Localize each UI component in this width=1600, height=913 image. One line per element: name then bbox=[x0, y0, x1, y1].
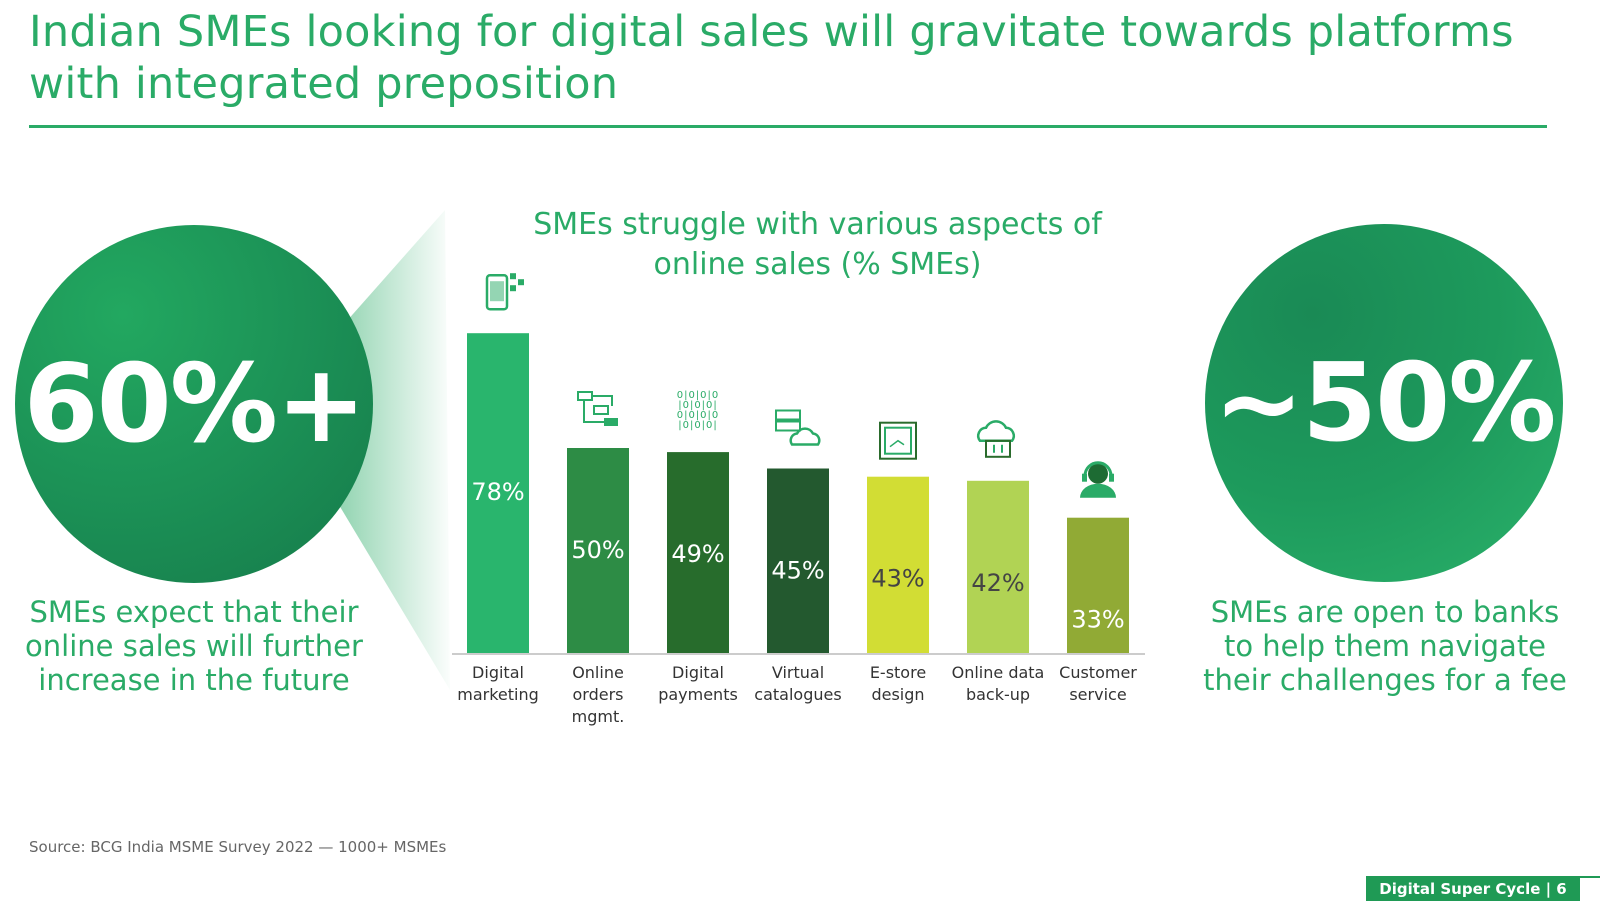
data-label-5: 43% bbox=[871, 565, 924, 593]
category-label-3: Digital payments bbox=[658, 663, 738, 704]
bar-6 bbox=[967, 480, 1029, 653]
category-label-1: Digital marketing bbox=[457, 663, 539, 704]
chart-title: SMEs struggle with various aspects of on… bbox=[533, 207, 1102, 282]
data-label-4: 45% bbox=[771, 557, 824, 585]
stat-circle-right: ~50% bbox=[1205, 224, 1563, 582]
page-title: Indian SMEs looking for digital sales wi… bbox=[29, 7, 1514, 109]
footer-badge: Digital Super Cycle | 6 bbox=[1366, 878, 1580, 901]
bar-3 bbox=[667, 452, 729, 653]
stat-caption-right: SMEs are open to banks to help them navi… bbox=[1203, 595, 1567, 697]
category-label-2: Online orders mgmt. bbox=[572, 663, 625, 726]
source-note: Source: BCG India MSME Survey 2022 — 100… bbox=[29, 838, 447, 856]
category-label-7: Customer service bbox=[1059, 663, 1137, 704]
binary-gear-icon: 0|0|0|0|0|0|0|0|0|0|0|0|0|0| bbox=[677, 390, 720, 431]
data-label-7: 33% bbox=[1071, 606, 1124, 634]
data-label-6: 42% bbox=[971, 569, 1024, 597]
stat-circle-left: 60%+ bbox=[15, 225, 373, 583]
headset-agent-icon bbox=[1080, 461, 1116, 498]
data-label-1: 78% bbox=[471, 478, 524, 506]
workflow-icon bbox=[577, 391, 618, 426]
bar-4 bbox=[767, 468, 829, 653]
data-label-2: 50% bbox=[571, 536, 624, 564]
stat-caption-left: SMEs expect that their online sales will… bbox=[25, 595, 363, 697]
footer-line bbox=[1366, 876, 1600, 878]
bar-1 bbox=[467, 333, 529, 653]
stat-value-left: 60%+ bbox=[23, 341, 367, 467]
stat-value-right: ~50% bbox=[1213, 340, 1557, 466]
smartphone-icon bbox=[485, 273, 524, 311]
cloud-backup-icon bbox=[977, 420, 1015, 458]
bar-2 bbox=[567, 448, 629, 653]
design-frame-icon bbox=[879, 421, 917, 460]
category-label-4: Virtual catalogues bbox=[754, 663, 841, 704]
server-cloud-icon bbox=[775, 409, 821, 446]
bar-5 bbox=[867, 476, 929, 653]
svg-text:|0|0|0|: |0|0|0| bbox=[678, 400, 718, 411]
svg-text:0|0|0|0: 0|0|0|0 bbox=[677, 390, 720, 401]
category-label-5: E-store design bbox=[870, 663, 926, 704]
data-label-3: 49% bbox=[671, 540, 724, 568]
title-divider bbox=[29, 125, 1547, 128]
svg-text:|0|0|0|: |0|0|0| bbox=[678, 420, 718, 431]
bar-7 bbox=[1067, 517, 1129, 653]
category-label-6: Online data back-up bbox=[952, 663, 1045, 704]
svg-text:0|0|0|0: 0|0|0|0 bbox=[677, 410, 720, 421]
